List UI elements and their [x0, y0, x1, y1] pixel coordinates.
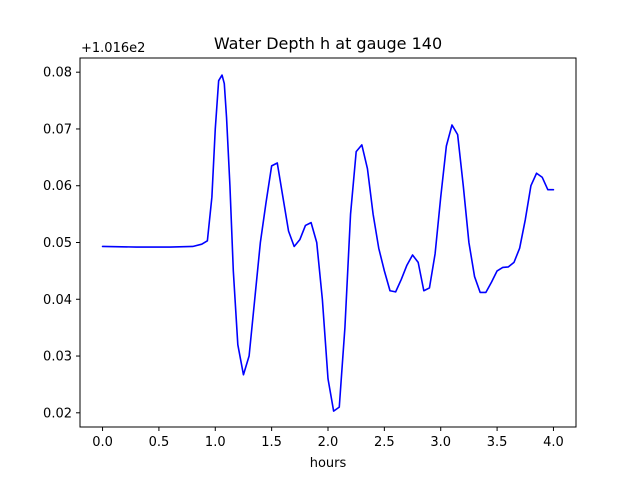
plot-area: 0.0 0.5 1.0 1.5 2.0 2.5 3.0 3.5 4.0 0.02 0.03 0.04 0… — [43, 57, 577, 450]
x-tick-label: 2.0 — [318, 435, 339, 450]
x-tick-label: 1.0 — [205, 435, 226, 450]
y-tick-label: 0.05 — [43, 236, 72, 251]
y-tick-label: 0.07 — [43, 122, 72, 137]
x-tick-label: 1.5 — [261, 435, 282, 450]
x-tick-label: 3.0 — [430, 435, 451, 450]
y-tick-label: 0.02 — [43, 406, 72, 421]
y-offset-label: +1.016e2 — [81, 41, 145, 56]
x-tick-label: 2.5 — [374, 435, 395, 450]
y-tick-label: 0.08 — [43, 66, 72, 81]
chart-title: Water Depth h at gauge 140 — [214, 34, 442, 53]
x-tick-label: 0.0 — [92, 435, 113, 450]
y-tick-label: 0.03 — [43, 350, 72, 365]
series-line-0 — [101, 74, 555, 412]
x-axis-label: hours — [310, 456, 347, 471]
x-tick-label: 4.0 — [543, 435, 564, 450]
y-tick-label: 0.06 — [43, 179, 72, 194]
y-tick-label: 0.04 — [43, 293, 72, 308]
x-tick-label: 0.5 — [149, 435, 170, 450]
x-tick-label: 3.5 — [487, 435, 508, 450]
